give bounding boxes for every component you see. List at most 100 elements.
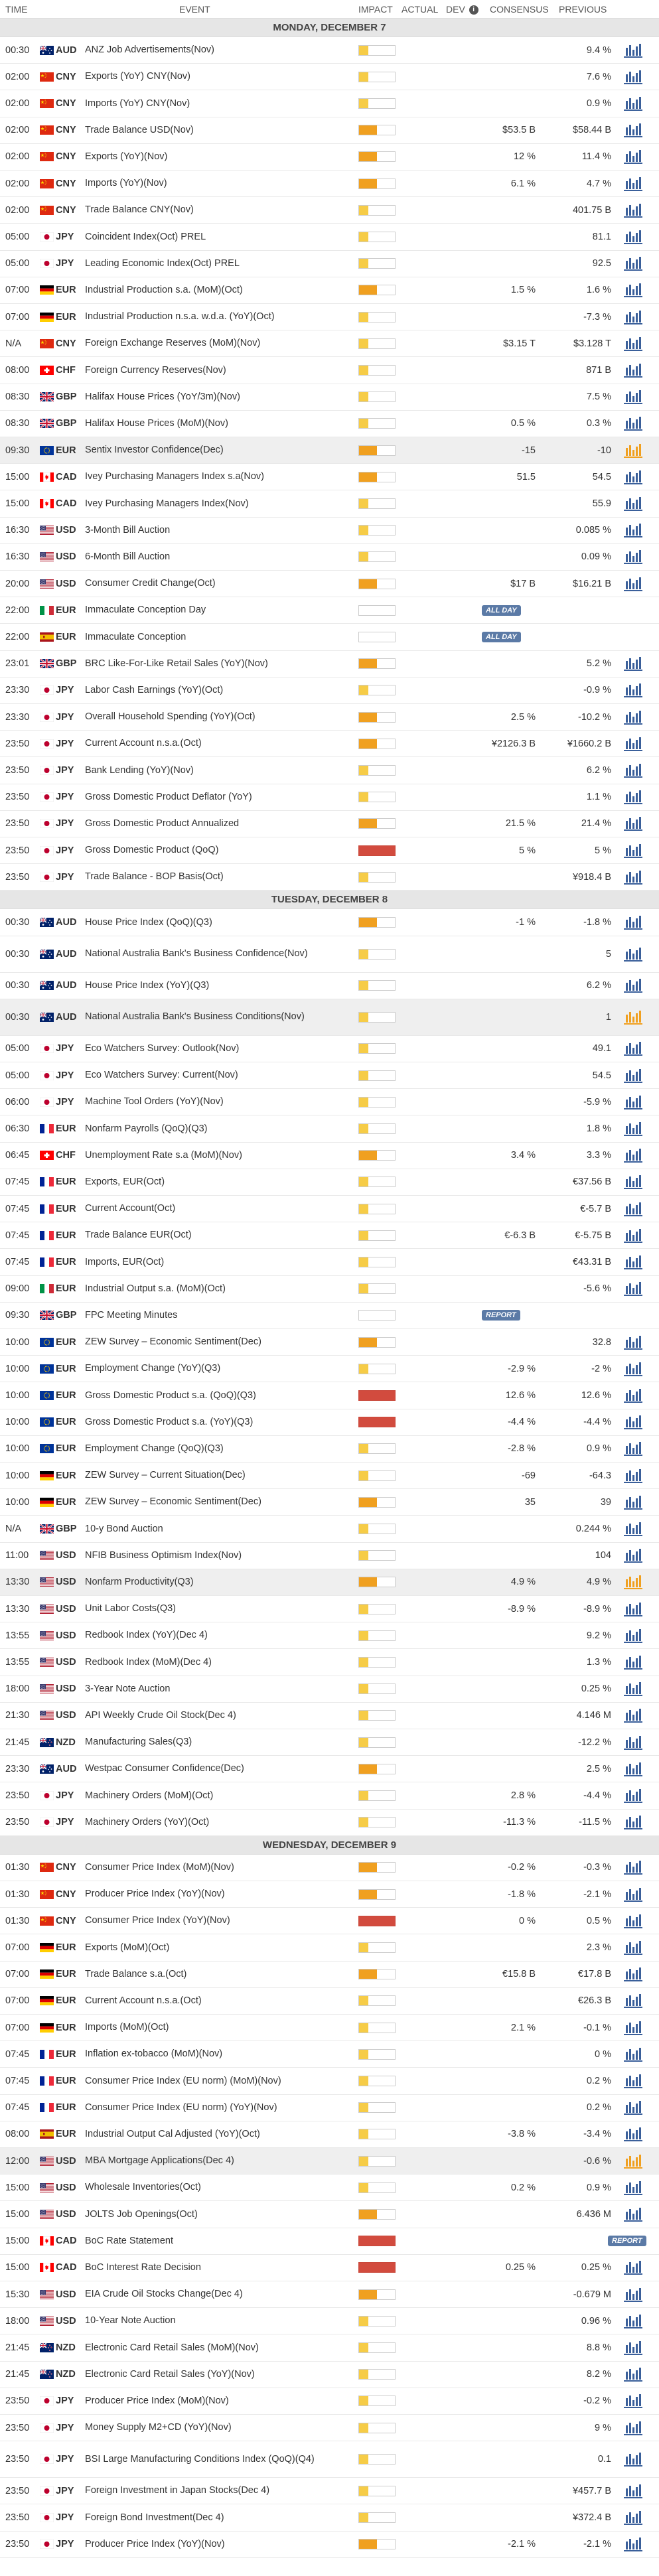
- bar-chart-icon[interactable]: [624, 123, 642, 138]
- bar-chart-icon[interactable]: [624, 2484, 642, 2498]
- actual-column-header[interactable]: ACTUAL: [402, 4, 439, 15]
- event-name[interactable]: FPC Meeting Minutes: [85, 1309, 178, 1321]
- event-name[interactable]: Trade Balance CNY(Nov): [85, 204, 194, 216]
- table-row[interactable]: 02:00 CNY Imports (YoY)(Nov) 6.1 % 4.7 %: [0, 171, 659, 198]
- event-name[interactable]: BoC Rate Statement: [85, 2235, 173, 2246]
- bar-chart-icon[interactable]: [624, 549, 642, 565]
- event-name[interactable]: National Australia Bank's Business Confi…: [85, 948, 308, 960]
- bar-chart-icon[interactable]: [624, 1993, 642, 2009]
- event-name[interactable]: Current Account n.s.a.(Oct): [85, 1995, 202, 2006]
- event-name[interactable]: Immaculate Conception: [85, 631, 186, 642]
- bar-chart-icon[interactable]: [624, 1388, 642, 1403]
- bar-chart-icon[interactable]: [624, 1228, 642, 1243]
- table-row[interactable]: 08:30 GBP Halifax House Prices (YoY/3m)(No…: [0, 384, 659, 411]
- event-name[interactable]: Foreign Bond Investment(Dec 4): [85, 2512, 224, 2523]
- bar-chart-icon[interactable]: [624, 43, 642, 58]
- table-row[interactable]: 00:30 AUD ANZ Job Advertisements(Nov) 9.4 %: [0, 37, 659, 64]
- table-row[interactable]: 07:45 EUR Trade Balance EUR(Oct) €-6.3 B €-5…: [0, 1222, 659, 1250]
- event-name[interactable]: Nonfarm Productivity(Q3): [85, 1576, 194, 1587]
- bar-chart-icon[interactable]: [624, 1202, 642, 1216]
- event-name[interactable]: Producer Price Index (MoM)(Nov): [85, 2395, 229, 2406]
- bar-chart-icon[interactable]: [624, 203, 642, 218]
- bar-chart-icon[interactable]: [624, 2452, 642, 2467]
- table-row[interactable]: 07:00 EUR Current Account n.s.a.(Oct) €26.3…: [0, 1988, 659, 2015]
- table-row[interactable]: 23:50 JPY Producer Price Index (YoY)(Nov) -…: [0, 2532, 659, 2558]
- bar-chart-icon[interactable]: [624, 496, 642, 511]
- bar-chart-icon[interactable]: [624, 1940, 642, 1955]
- table-row[interactable]: 00:30 AUD National Australia Bank's Busine…: [0, 999, 659, 1036]
- table-row[interactable]: 00:30 AUD House Price Index (QoQ)(Q3) -1 % -…: [0, 909, 659, 936]
- event-name[interactable]: ZEW Survey – Economic Sentiment(Dec): [85, 1496, 261, 1508]
- table-row[interactable]: 15:30 USD EIA Crude Oil Stocks Change(Dec …: [0, 2281, 659, 2309]
- bar-chart-icon[interactable]: [624, 2340, 642, 2355]
- bar-chart-icon[interactable]: [624, 390, 642, 405]
- event-name[interactable]: Current Account n.s.a.(Oct): [85, 738, 202, 749]
- table-row[interactable]: 02:00 CNY Trade Balance USD(Nov) $53.5 B $58…: [0, 117, 659, 144]
- event-name[interactable]: 10-y Bond Auction: [85, 1523, 163, 1534]
- event-name[interactable]: Producer Price Index (YoY)(Nov): [85, 2538, 225, 2549]
- previous-column-header[interactable]: PREVIOUS: [559, 4, 607, 15]
- table-row[interactable]: 10:00 EUR Gross Domestic Product s.a. (YoY…: [0, 1409, 659, 1436]
- bar-chart-icon[interactable]: [624, 683, 642, 698]
- table-row[interactable]: 15:00 CAD BoC Interest Rate Decision 0.25 %…: [0, 2255, 659, 2281]
- bar-chart-icon[interactable]: [624, 1602, 642, 1616]
- table-row[interactable]: 10:00 EUR Employment Change (YoY)(Q3) -2.9 …: [0, 1356, 659, 1383]
- event-name[interactable]: BRC Like-For-Like Retail Sales (YoY)(Nov…: [85, 658, 268, 669]
- event-name[interactable]: Current Account(Oct): [85, 1203, 176, 1214]
- event-name[interactable]: Employment Change (QoQ)(Q3): [85, 1443, 224, 1454]
- event-name[interactable]: Unemployment Rate s.a (MoM)(Nov): [85, 1149, 242, 1161]
- bar-chart-icon[interactable]: [624, 1255, 642, 1269]
- table-row[interactable]: 05:00 JPY Eco Watchers Survey: Outlook(Nov…: [0, 1036, 659, 1062]
- dev-column-header[interactable]: DEV i: [446, 0, 478, 19]
- table-row[interactable]: 00:30 AUD National Australia Bank's Busine…: [0, 936, 659, 973]
- event-name[interactable]: ZEW Survey – Current Situation(Dec): [85, 1470, 246, 1481]
- event-name[interactable]: MBA Mortgage Applications(Dec 4): [85, 2155, 234, 2167]
- table-row[interactable]: 07:00 EUR Industrial Production s.a. (MoM)…: [0, 277, 659, 304]
- table-row[interactable]: 23:50 JPY Machinery Orders (MoM)(Oct) 2.8 %…: [0, 1782, 659, 1810]
- table-row[interactable]: 23:50 JPY Bank Lending (YoY)(Nov) 6.2 %: [0, 757, 659, 784]
- bar-chart-icon[interactable]: [624, 363, 642, 378]
- event-name[interactable]: JOLTS Job Openings(Oct): [85, 2208, 198, 2220]
- event-name[interactable]: Foreign Currency Reserves(Nov): [85, 364, 226, 376]
- bar-chart-icon[interactable]: [624, 2314, 642, 2328]
- bar-chart-icon[interactable]: [624, 2394, 642, 2409]
- table-row[interactable]: 10:00 EUR ZEW Survey – Economic Sentiment(…: [0, 1489, 659, 1516]
- table-row[interactable]: 23:50 JPY Foreign Bond Investment(Dec 4) ¥3…: [0, 2504, 659, 2532]
- bar-chart-icon[interactable]: [624, 1335, 642, 1350]
- table-row[interactable]: 07:45 EUR Exports, EUR(Oct) €37.56 B: [0, 1169, 659, 1196]
- table-row[interactable]: 20:00 USD Consumer Credit Change(Oct) $17 B…: [0, 571, 659, 598]
- event-name[interactable]: Trade Balance s.a.(Oct): [85, 1968, 187, 1979]
- event-name[interactable]: Overall Household Spending (YoY)(Oct): [85, 711, 256, 723]
- event-name[interactable]: Trade Balance - BOP Basis(Oct): [85, 871, 224, 883]
- table-row[interactable]: 10:00 EUR Gross Domestic Product s.a. (QoQ…: [0, 1382, 659, 1409]
- bar-chart-icon[interactable]: [624, 816, 642, 831]
- bar-chart-icon[interactable]: [624, 2100, 642, 2115]
- bar-chart-icon[interactable]: [624, 790, 642, 805]
- event-name[interactable]: Industrial Output s.a. (MoM)(Oct): [85, 1283, 226, 1294]
- table-row[interactable]: 23:30 JPY Labor Cash Earnings (YoY)(Oct) -0…: [0, 678, 659, 704]
- table-row[interactable]: 21:45 NZD Manufacturing Sales(Q3) -12.2 %: [0, 1729, 659, 1756]
- bar-chart-icon[interactable]: [624, 1441, 642, 1457]
- table-row[interactable]: 23:01 GBP BRC Like-For-Like Retail Sales (…: [0, 651, 659, 678]
- event-name[interactable]: Exports (YoY) CNY(Nov): [85, 71, 191, 82]
- table-row[interactable]: 15:00 USD Wholesale Inventories(Oct) 0.2 % 0…: [0, 2175, 659, 2202]
- event-name[interactable]: Gross Domestic Product (QoQ): [85, 845, 219, 856]
- event-name[interactable]: API Weekly Crude Oil Stock(Dec 4): [85, 1709, 236, 1721]
- event-name[interactable]: Gross Domestic Product s.a. (YoY)(Q3): [85, 1416, 254, 1427]
- bar-chart-icon[interactable]: [624, 1495, 642, 1510]
- table-row[interactable]: 15:00 CAD Ivey Purchasing Managers Index(N…: [0, 490, 659, 518]
- bar-chart-icon[interactable]: [624, 470, 642, 484]
- table-row[interactable]: 23:50 JPY Foreign Investment in Japan Stoc…: [0, 2478, 659, 2505]
- event-name[interactable]: Gross Domestic Product s.a. (QoQ)(Q3): [85, 1390, 256, 1401]
- event-name[interactable]: 3-Month Bill Auction: [85, 524, 171, 536]
- bar-chart-icon[interactable]: [624, 1788, 642, 1803]
- info-icon[interactable]: i: [469, 5, 478, 15]
- bar-chart-icon[interactable]: [624, 947, 642, 962]
- event-name[interactable]: Imports, EUR(Oct): [85, 1256, 165, 1267]
- bar-chart-icon[interactable]: [624, 2367, 642, 2382]
- event-name[interactable]: Trade Balance USD(Nov): [85, 124, 194, 135]
- table-row[interactable]: 21:45 NZD Electronic Card Retail Sales (Yo…: [0, 2362, 659, 2388]
- table-row[interactable]: 23:50 JPY Gross Domestic Product Deflator …: [0, 784, 659, 811]
- bar-chart-icon[interactable]: [624, 2287, 642, 2302]
- event-name[interactable]: BoC Interest Rate Decision: [85, 2261, 201, 2273]
